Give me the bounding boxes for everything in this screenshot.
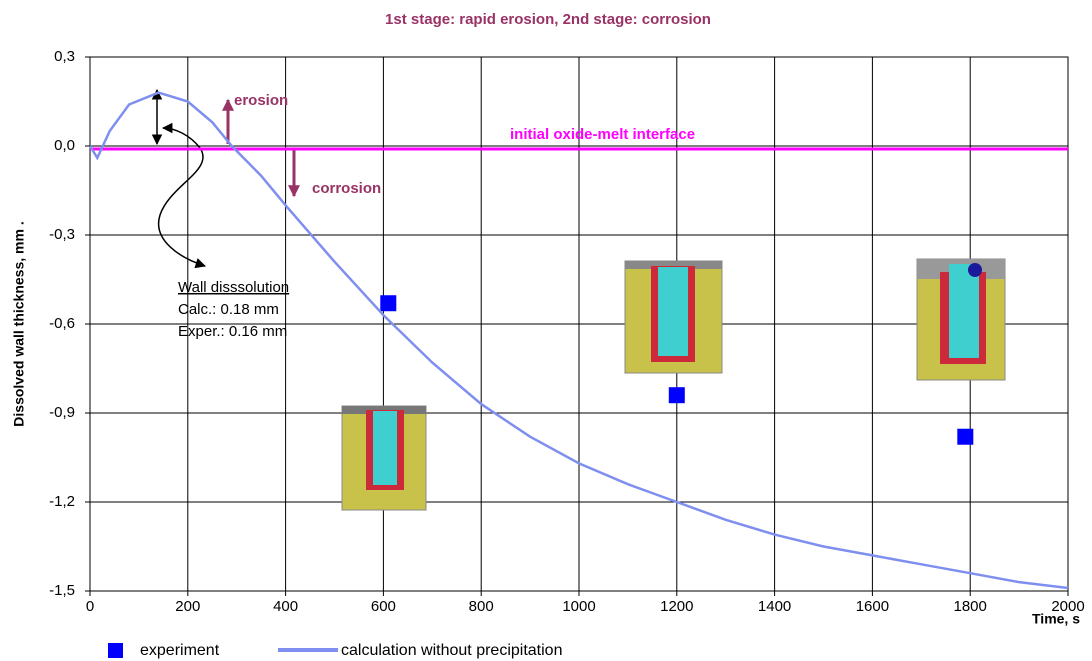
y-tick-label: 0,3 [54,48,75,65]
y-tick-label: -1,2 [49,493,75,510]
x-tick-label: 2000 [1051,598,1084,615]
x-tick-label: 800 [469,598,494,615]
x-tick-label: 1000 [562,598,595,615]
legend-label: calculation without precipitation [341,642,562,659]
x-tick-label: 400 [273,598,298,615]
x-tick-label: 0 [86,598,94,615]
reference-label: initial oxide-melt interface [510,126,695,143]
y-tick-label: -0,3 [49,226,75,243]
annotation: Exper.: 0.16 mm [178,323,287,340]
y-tick-label: -1,5 [49,582,75,599]
data-point [957,428,974,445]
data-point [668,387,685,404]
x-tick-label: 600 [371,598,396,615]
x-tick-label: 200 [175,598,200,615]
pointer-arrow [161,122,201,149]
x-tick-label: 1800 [954,598,987,615]
photo-inset [341,405,427,511]
x-axis-label: Time, s [1032,611,1080,627]
chart-title: 1st stage: rapid erosion, 2nd stage: cor… [385,11,711,28]
x-tick-label: 1200 [660,598,693,615]
legend-marker [108,643,123,658]
y-tick-label: -0,6 [49,315,75,332]
annotation: Wall disssolution [178,279,289,296]
annotation: Calc.: 0.18 mm [178,301,279,318]
data-line [88,91,1069,590]
x-tick-label: 1600 [856,598,889,615]
pointer-arrow [157,147,206,269]
photo-inset [624,260,723,374]
data-point [380,295,397,312]
annotation: erosion [234,92,288,109]
photo-inset [916,258,1006,381]
x-tick-label: 1400 [758,598,791,615]
y-tick-label: -0,9 [49,404,75,421]
y-axis-label: Dissolved wall thickness, mm . [11,221,27,426]
plot-area [85,56,1069,596]
legend-label: experiment [140,642,220,659]
annotation: corrosion [312,180,381,197]
y-tick-label: 0,0 [54,137,75,154]
